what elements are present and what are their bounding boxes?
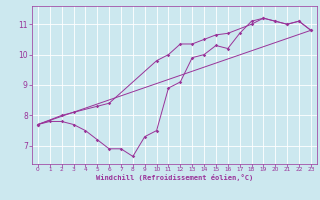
X-axis label: Windchill (Refroidissement éolien,°C): Windchill (Refroidissement éolien,°C) <box>96 174 253 181</box>
